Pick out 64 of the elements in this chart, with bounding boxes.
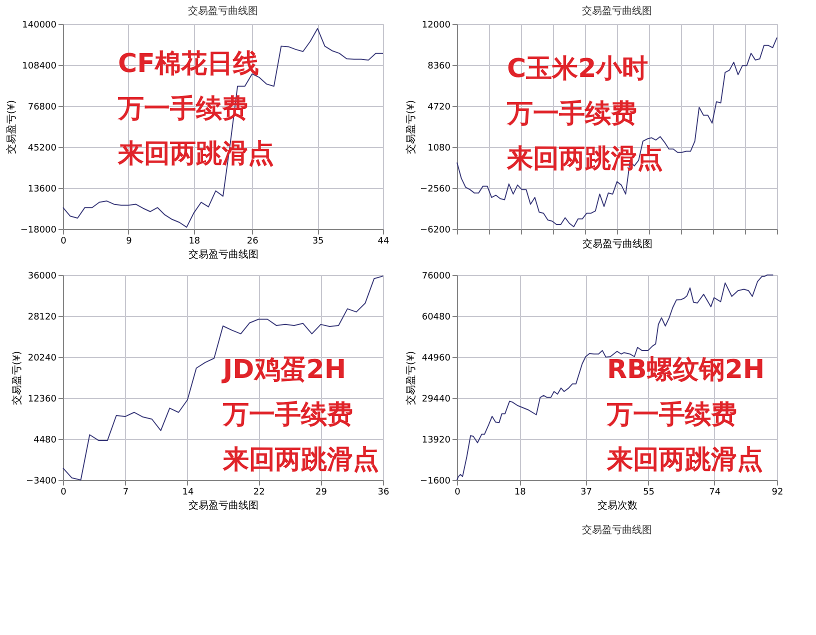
x-tick-label: 92 (772, 488, 784, 498)
x-tick-label: 0 (60, 488, 67, 498)
x-axis-title: 交易盈亏曲线图 (582, 238, 652, 250)
y-tick-label: 13600 (28, 184, 57, 194)
annotation: C玉米2小时 (507, 54, 648, 84)
x-axis-title: 交易次数 (598, 500, 638, 512)
y-axis-title: 交易盈亏(¥) (405, 350, 418, 406)
y-tick-label: 60480 (422, 312, 451, 322)
y-tick-label: 45200 (28, 144, 57, 154)
x-tick-label: 55 (643, 488, 655, 498)
x-tick-label: 35 (312, 236, 324, 246)
chart-title: 交易盈亏曲线图 (582, 5, 652, 17)
annotation: 来回两跳滑点 (222, 445, 379, 475)
y-tick-label: −6200 (420, 226, 451, 236)
x-tick-label: 7 (122, 488, 129, 498)
x-axis-title: 交易盈亏曲线图 (188, 500, 258, 512)
y-tick-label: 4720 (428, 102, 451, 112)
y-tick-label: 140000 (22, 20, 57, 30)
y-tick-label: 12360 (28, 394, 57, 404)
y-tick-label: 4480 (34, 436, 57, 446)
y-axis-title: 交易盈亏(¥) (11, 350, 24, 406)
y-tick-label: 20240 (28, 354, 57, 364)
y-tick-label: −18000 (20, 226, 57, 236)
y-tick-label: 36000 (28, 272, 57, 282)
y-tick-label: −1600 (420, 476, 451, 486)
x-tick-label: 9 (126, 236, 132, 246)
x-tick-label: 18 (514, 488, 526, 498)
x-tick-label: 0 (454, 488, 461, 498)
annotation: 来回两跳滑点 (506, 144, 663, 174)
text: 交易盈亏曲线图 (582, 524, 652, 536)
y-tick-label: 44960 (422, 354, 451, 364)
annotation: 来回两跳滑点 (606, 445, 763, 475)
y-tick-label: 29440 (422, 394, 451, 404)
x-tick-label: 36 (378, 488, 390, 498)
y-tick-label: 8360 (428, 62, 451, 72)
x-tick-label: 26 (246, 236, 259, 246)
x-tick-label: 0 (60, 236, 67, 246)
y-tick-label: 108400 (22, 62, 57, 72)
x-tick-label: 14 (182, 488, 194, 498)
y-tick-label: −2560 (420, 184, 451, 194)
x-tick-label: 29 (316, 488, 328, 498)
y-tick-label: −3400 (26, 476, 57, 486)
chart-title: 交易盈亏曲线图 (188, 5, 258, 17)
annotation: 万一手续费 (222, 400, 353, 430)
y-tick-label: 13920 (422, 436, 451, 446)
y-tick-label: 76000 (422, 272, 451, 282)
annotation: 万一手续费 (506, 99, 637, 129)
line-series (456, 37, 778, 228)
x-tick-label: 18 (188, 236, 200, 246)
y-tick-label: 76800 (28, 102, 57, 112)
annotation: CF棉花日线 (118, 49, 259, 79)
x-tick-label: 74 (709, 488, 721, 498)
annotation: JD鸡蛋2H (221, 355, 346, 385)
x-tick-label: 44 (378, 236, 390, 246)
y-tick-label: 28120 (28, 312, 57, 322)
annotation: 万一手续费 (606, 400, 737, 430)
x-tick-label: 37 (580, 488, 592, 498)
y-tick-label: 12000 (422, 20, 451, 30)
annotation: RB螺纹钢2H (607, 355, 765, 385)
y-axis-title: 交易盈亏(¥) (405, 100, 418, 154)
x-tick-label: 22 (253, 488, 265, 498)
x-axis-title: 交易盈亏曲线图 (188, 248, 258, 260)
y-tick-label: 1080 (428, 144, 451, 154)
y-axis-title: 交易盈亏(¥) (5, 100, 18, 154)
